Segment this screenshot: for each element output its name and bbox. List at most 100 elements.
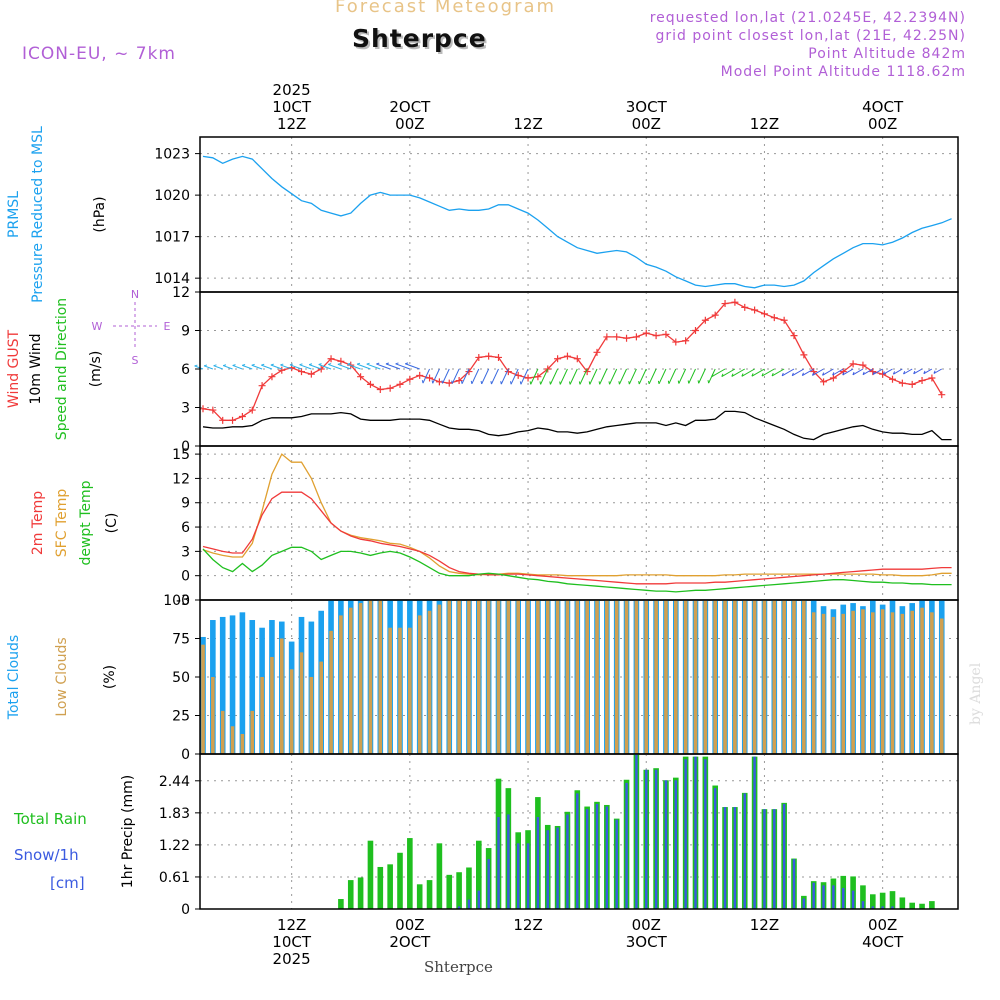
wind-arrow (520, 368, 529, 385)
bar-snow-1h (625, 782, 628, 909)
bar-snow-1h (654, 769, 658, 909)
wind-arrow (194, 365, 204, 370)
bar-total-clouds (229, 615, 236, 754)
y-tick-label: 1023 (154, 147, 190, 163)
bar-snow-1h (891, 906, 894, 909)
wind-arrow-head (628, 381, 630, 385)
y-axis-label: (hPa) (92, 196, 108, 232)
wind-arrow (395, 363, 411, 370)
wind-arrow (678, 368, 687, 384)
wind-arrow (668, 368, 677, 384)
gust-marker (918, 377, 926, 385)
wind-arrow (822, 368, 834, 376)
compass-w: W (92, 320, 103, 333)
wind-arrow-head (771, 373, 774, 377)
bar-snow-1h (595, 803, 599, 909)
wind-arrow-head (741, 373, 744, 377)
bar-low-clouds (683, 600, 688, 754)
bar-snow-1h (694, 756, 697, 909)
wind-arrow-head (913, 370, 916, 375)
bar-total-rain (347, 880, 354, 909)
wind-arrow-head (578, 381, 581, 385)
wind-arrow-head (862, 371, 865, 375)
gust-marker (573, 355, 581, 363)
bar-low-clouds (821, 613, 826, 754)
wind-arrow (832, 368, 844, 376)
wind-arrow (530, 368, 539, 385)
wind-arrow (761, 368, 775, 377)
wind-arrow (261, 364, 273, 370)
bar-total-rain (416, 884, 423, 909)
gust-marker (209, 406, 217, 414)
wind-arrow (328, 363, 342, 370)
wind-arrow (933, 368, 942, 374)
wind-arrow-head (289, 363, 294, 366)
wind-arrow (510, 368, 519, 385)
bar-low-clouds (674, 600, 678, 754)
y-tick-label: 15 (172, 447, 190, 463)
wind-arrow (385, 363, 401, 370)
bar-low-clouds (634, 600, 639, 754)
wind-arrow-head (318, 363, 322, 365)
bar-low-clouds (861, 609, 865, 754)
wind-arrow-head (299, 363, 303, 366)
y-axis-label: (%) (102, 665, 118, 689)
bar-snow-1h (457, 906, 461, 909)
bar-total-rain (446, 874, 453, 909)
y-tick-label: 100 (163, 593, 190, 609)
wind-arrow-head (431, 380, 434, 384)
time-label-bottom: 2OCT (389, 933, 431, 951)
bar-low-clouds (230, 726, 235, 754)
bar-low-clouds (930, 612, 934, 754)
wind-arrow (658, 368, 667, 385)
time-label-bottom: 10CT (272, 933, 312, 951)
wind-arrow-head (711, 373, 714, 377)
wind-arrow (923, 368, 933, 375)
bar-low-clouds (240, 733, 245, 754)
bar-snow-1h (635, 754, 638, 909)
y-tick-label: 50 (172, 670, 190, 686)
wind-arrow-head (395, 362, 399, 365)
wind-arrow-head (203, 364, 208, 367)
bar-snow-1h (832, 885, 835, 909)
panel-label: Speed and Direction (54, 298, 70, 440)
wind-arrow-head (421, 380, 424, 384)
gust-marker (721, 300, 729, 308)
wind-arrow-head (791, 372, 794, 376)
wind-arrow-head (480, 380, 483, 385)
wind-arrow (609, 368, 618, 385)
bar-snow-1h (585, 809, 589, 909)
gust-marker (376, 386, 384, 394)
bar-low-clouds (723, 600, 727, 754)
series-dewpt-temp (202, 546, 952, 593)
model-altitude: Model Point Altitude 1118.62m (720, 64, 966, 80)
bar-snow-1h (664, 780, 668, 909)
bar-low-clouds (792, 600, 796, 754)
bar-low-clouds (595, 600, 599, 754)
wind-arrow-head (923, 370, 926, 374)
wind-arrow-head (608, 381, 611, 385)
bar-total-rain (899, 897, 906, 909)
wind-arrow-head (347, 362, 351, 365)
wind-arrow (852, 368, 864, 376)
panel-temp (195, 445, 959, 601)
wind-arrow-head (490, 381, 492, 385)
time-label-top: 00Z (868, 115, 897, 133)
bar-total-clouds (239, 612, 246, 754)
bar-snow-1h (517, 843, 520, 909)
panel-label: Snow/1h (14, 846, 79, 864)
gust-marker (879, 370, 887, 378)
wind-arrow-head (308, 363, 313, 366)
panel-label: [cm] (50, 874, 85, 892)
wind-arrow-head (852, 371, 855, 376)
wind-arrow (232, 364, 243, 370)
bar-snow-1h (802, 898, 806, 909)
gust-marker (455, 377, 463, 385)
bar-total-rain (436, 843, 443, 909)
bar-low-clouds (260, 677, 264, 754)
gust-marker (445, 379, 453, 387)
wind-arrow (599, 368, 608, 385)
panel-pressure (195, 136, 959, 293)
y-tick-label: 6 (181, 520, 190, 536)
